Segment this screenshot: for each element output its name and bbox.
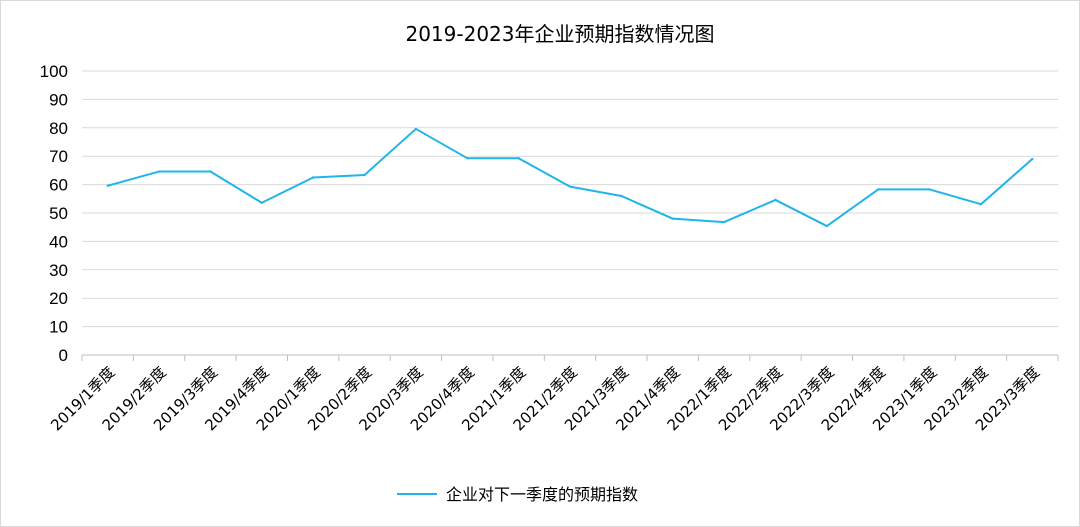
legend-label: 企业对下一季度的预期指数 [446,485,638,504]
series-layer [106,127,1034,228]
data-point[interactable] [311,176,315,179]
data-point[interactable] [209,170,212,173]
data-point[interactable] [979,202,983,206]
data-point[interactable] [363,173,366,177]
data-point[interactable] [928,188,931,191]
y-tick-label: 10 [49,318,68,337]
x-axis: 2019/1季度2019/2季度2019/3季度2019/4季度2020/1季度… [47,354,1059,434]
y-tick-label: 40 [49,232,68,251]
data-point[interactable] [620,194,623,198]
y-tick-label: 0 [59,346,68,365]
data-point[interactable] [825,224,829,228]
y-tick-label: 30 [49,261,68,280]
legend[interactable]: 企业对下一季度的预期指数 [397,485,638,504]
data-point[interactable] [671,217,674,220]
y-tick-label: 20 [49,289,68,308]
data-point[interactable] [414,127,418,131]
data-point[interactable] [106,184,109,187]
y-tick-label: 80 [49,119,68,138]
data-point[interactable] [568,185,572,188]
data-point[interactable] [774,198,777,202]
y-tick-label: 90 [49,90,68,109]
data-point[interactable] [260,201,263,204]
data-point[interactable] [157,170,161,173]
y-tick-label: 60 [49,176,68,195]
y-tick-label: 100 [40,62,68,81]
data-point[interactable] [722,220,726,224]
chart-title: 2019-2023年企业预期指数情况图 [405,22,714,46]
y-tick-label: 70 [49,147,68,166]
gridlines [82,70,1058,328]
data-point[interactable] [877,188,880,191]
data-point[interactable] [466,156,469,160]
y-tick-label: 50 [49,204,68,223]
series-line[interactable] [107,127,1033,228]
y-axis: 0 10 20 30 40 50 60 70 80 90 100 [40,62,68,365]
data-point[interactable] [517,156,520,160]
data-point[interactable] [1031,157,1034,161]
